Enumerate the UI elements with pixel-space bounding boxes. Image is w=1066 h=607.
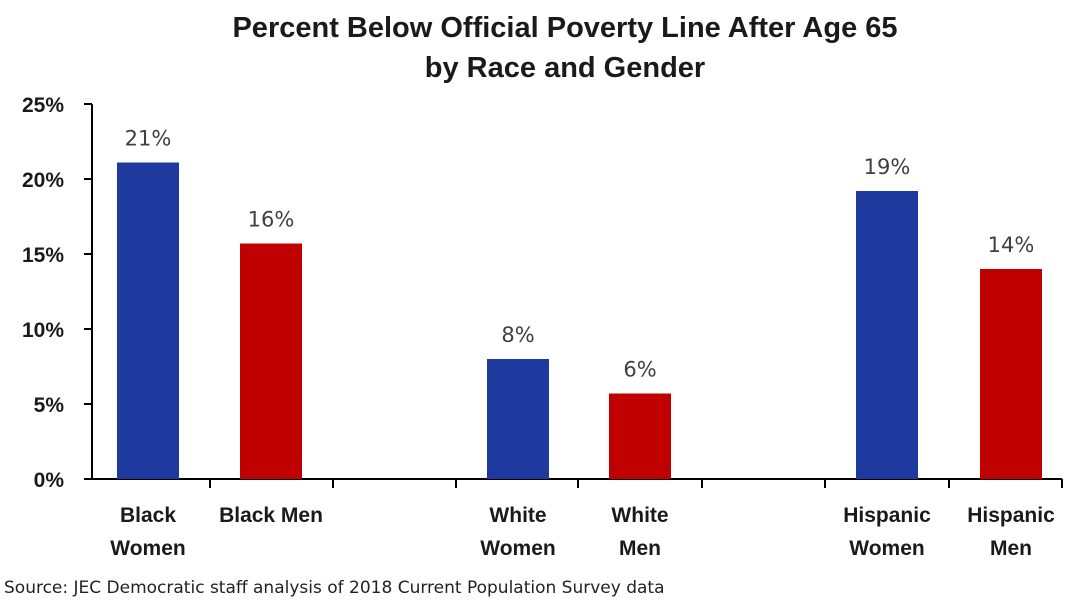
data-label: 8% bbox=[501, 323, 534, 347]
data-label: 6% bbox=[623, 358, 656, 382]
y-tick-label: 20% bbox=[22, 169, 64, 192]
x-tick-label: Hispanic bbox=[967, 504, 1055, 527]
data-label: 16% bbox=[248, 208, 295, 232]
x-tick-label: Hispanic bbox=[843, 504, 931, 527]
y-tick-label: 10% bbox=[22, 319, 64, 342]
x-tick-label: Women bbox=[480, 537, 555, 560]
bar bbox=[240, 243, 302, 479]
chart-title-line-1: Percent Below Official Poverty Line Afte… bbox=[232, 12, 898, 44]
x-tick-label: Men bbox=[619, 537, 661, 560]
data-label: 14% bbox=[988, 233, 1035, 257]
plot-area: 0% 5% 10% 15% 20% 25% 21% Black Women 16% Black Me… bbox=[22, 94, 1063, 560]
data-label: 21% bbox=[125, 127, 172, 151]
y-tick-label: 25% bbox=[22, 94, 64, 117]
x-tick-label: Women bbox=[110, 537, 185, 560]
bar bbox=[856, 191, 918, 479]
x-tick-label: White bbox=[611, 504, 668, 527]
x-tick-label: Black Men bbox=[219, 504, 323, 527]
data-label: 19% bbox=[864, 155, 911, 179]
bar bbox=[117, 162, 179, 479]
source-note: Source: JEC Democratic staff analysis of… bbox=[4, 578, 665, 598]
bar bbox=[980, 269, 1042, 479]
x-tick-label: White bbox=[489, 504, 546, 527]
x-tick-label: Men bbox=[990, 537, 1032, 560]
y-tick-label: 5% bbox=[34, 394, 65, 417]
bar bbox=[487, 359, 549, 479]
x-tick-label: Black bbox=[120, 504, 176, 527]
chart-title: Percent Below Official Poverty Line Afte… bbox=[0, 8, 1066, 88]
chart-title-line-2: by Race and Gender bbox=[424, 52, 706, 84]
y-tick-label: 0% bbox=[34, 469, 65, 492]
x-tick-label: Women bbox=[849, 537, 924, 560]
y-tick-label: 15% bbox=[22, 244, 64, 267]
bar bbox=[609, 393, 671, 479]
